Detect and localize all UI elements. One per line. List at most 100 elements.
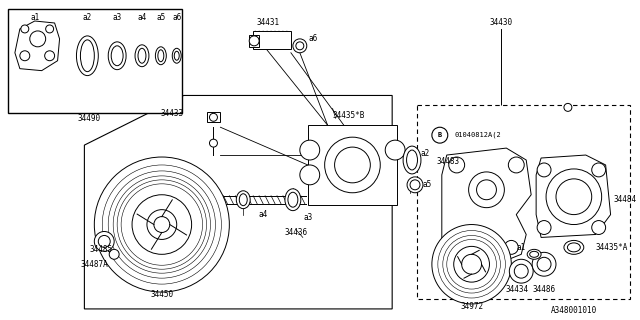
Text: a6: a6	[308, 34, 317, 44]
Circle shape	[564, 103, 572, 111]
Text: B: B	[438, 132, 442, 138]
Ellipse shape	[172, 48, 181, 63]
Circle shape	[117, 180, 207, 269]
Circle shape	[592, 220, 605, 235]
Ellipse shape	[108, 42, 126, 70]
Text: 34430: 34430	[490, 19, 513, 28]
Circle shape	[546, 169, 602, 225]
Circle shape	[504, 240, 518, 254]
Text: 34435*A: 34435*A	[596, 243, 628, 252]
Ellipse shape	[530, 251, 539, 257]
Ellipse shape	[111, 46, 123, 66]
Ellipse shape	[288, 192, 298, 207]
Text: 34436: 34436	[284, 228, 307, 237]
Circle shape	[20, 51, 30, 61]
Circle shape	[249, 36, 259, 46]
Text: 34486: 34486	[532, 284, 556, 293]
Circle shape	[468, 172, 504, 208]
Circle shape	[454, 246, 490, 282]
Ellipse shape	[135, 45, 149, 67]
Bar	[207, 112, 220, 122]
Circle shape	[109, 249, 119, 259]
Text: A348001010: A348001010	[551, 307, 597, 316]
Circle shape	[385, 140, 405, 160]
Text: 34972: 34972	[460, 302, 483, 311]
Polygon shape	[15, 21, 60, 71]
Circle shape	[532, 252, 556, 276]
Text: 34485: 34485	[90, 245, 113, 254]
Text: a3: a3	[113, 12, 122, 21]
Text: 34483: 34483	[437, 157, 460, 166]
Bar	[417, 105, 630, 299]
Text: 34450: 34450	[150, 290, 173, 299]
Ellipse shape	[236, 191, 250, 209]
Text: a6: a6	[172, 12, 181, 21]
Circle shape	[296, 42, 304, 50]
Ellipse shape	[174, 51, 179, 60]
Ellipse shape	[81, 40, 94, 72]
Circle shape	[324, 137, 380, 193]
Circle shape	[592, 163, 605, 177]
Text: a2: a2	[420, 148, 429, 157]
Circle shape	[537, 257, 551, 271]
Text: 34434: 34434	[506, 284, 529, 293]
Bar	[308, 125, 397, 205]
Text: a1: a1	[516, 243, 526, 252]
Text: a2: a2	[83, 12, 92, 21]
Circle shape	[108, 171, 216, 278]
Circle shape	[293, 39, 307, 53]
Circle shape	[102, 165, 221, 284]
Circle shape	[300, 165, 320, 185]
Ellipse shape	[564, 240, 584, 254]
Circle shape	[94, 231, 114, 251]
Circle shape	[432, 225, 511, 304]
Circle shape	[461, 254, 481, 274]
Circle shape	[556, 179, 592, 215]
Circle shape	[121, 184, 202, 265]
Text: a5: a5	[422, 180, 431, 189]
Circle shape	[45, 25, 54, 33]
Circle shape	[537, 163, 551, 177]
Text: 01040812A(2: 01040812A(2	[454, 132, 502, 139]
Bar	[253, 31, 291, 49]
Circle shape	[94, 157, 229, 292]
Circle shape	[509, 259, 533, 283]
Circle shape	[209, 139, 218, 147]
Text: a4: a4	[138, 12, 147, 21]
Text: 34490: 34490	[78, 114, 101, 123]
Circle shape	[209, 113, 218, 121]
Text: 34435*B: 34435*B	[333, 111, 365, 120]
Circle shape	[45, 51, 54, 61]
Ellipse shape	[406, 150, 417, 170]
Circle shape	[99, 236, 110, 247]
Circle shape	[335, 147, 371, 183]
Ellipse shape	[403, 146, 421, 174]
Ellipse shape	[568, 243, 580, 252]
Polygon shape	[536, 155, 611, 237]
Circle shape	[154, 217, 170, 232]
Text: 34484: 34484	[614, 195, 637, 204]
Bar	[249, 35, 259, 47]
Ellipse shape	[158, 50, 164, 62]
Text: a1: a1	[30, 12, 40, 21]
Circle shape	[410, 180, 420, 190]
Circle shape	[21, 25, 29, 33]
Text: 34433: 34433	[161, 109, 184, 118]
Circle shape	[30, 31, 45, 47]
Circle shape	[300, 140, 320, 160]
Text: a3: a3	[303, 213, 312, 222]
Circle shape	[450, 247, 463, 261]
Circle shape	[432, 127, 448, 143]
Ellipse shape	[138, 48, 146, 63]
Circle shape	[449, 157, 465, 173]
Polygon shape	[442, 148, 531, 264]
Circle shape	[407, 177, 423, 193]
Text: 34487A: 34487A	[81, 260, 108, 269]
Circle shape	[132, 195, 191, 254]
Ellipse shape	[156, 47, 166, 65]
Circle shape	[515, 264, 528, 278]
Circle shape	[508, 157, 524, 173]
Ellipse shape	[285, 189, 301, 211]
Circle shape	[477, 180, 497, 200]
Circle shape	[147, 210, 177, 239]
